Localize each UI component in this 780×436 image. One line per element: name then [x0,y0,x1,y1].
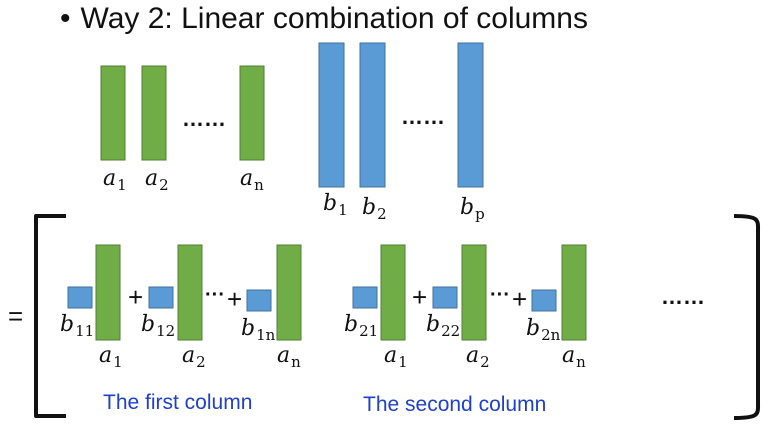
label-an: an [240,166,264,194]
term2-a2 [461,244,487,341]
second-column-caption: The second column [363,393,547,416]
plus-sign-2: + [227,284,243,314]
matrix-b-ellipsis: …… [401,104,445,129]
term2-an [561,244,587,341]
column-a2 [141,65,167,161]
column-b1 [318,42,345,188]
label-b22: b22 [426,312,461,340]
label-term-a2: a2 [182,343,206,371]
plus-sign-3: + [412,282,428,312]
label-b11: b11 [60,312,95,340]
label-a2: a2 [145,166,169,194]
equals-sign: = [8,301,24,331]
label-term-a1: a1 [99,343,123,371]
coef-b12 [148,286,174,309]
label-a1: a1 [103,166,127,194]
label-term2-an: an [562,343,586,371]
right-bracket [733,214,761,420]
first-column-terms [67,244,302,341]
term-a1 [95,244,121,341]
slide-title: • Way 2: Linear combination of columns [60,2,588,36]
coef-b11 [67,286,93,309]
label-b21: b21 [344,312,379,340]
label-term2-a1: a1 [384,343,408,371]
coef-b22 [432,286,458,309]
plus-sign-1: + [128,282,144,312]
matrix-a-ellipsis: …… [182,106,226,131]
term-an [276,244,302,341]
term-a2 [177,244,203,341]
coef-b2n [531,289,557,312]
second-column-terms [352,244,587,341]
label-b1: b1 [323,191,348,219]
column-b2 [359,42,386,188]
label-b2: b2 [362,195,387,223]
mid-dots-2: ··· [490,284,510,306]
column-an [239,65,265,161]
first-column-caption: The first column [103,391,253,414]
bullet-icon: • [60,2,71,35]
mid-dots-1: ··· [205,284,225,306]
matrix-a-columns [100,65,265,161]
plus-sign-4: + [512,284,528,314]
label-b12: b12 [141,312,176,340]
column-bp [457,42,484,188]
label-term2-a2: a2 [466,343,490,371]
label-b1n: b1n [241,316,276,344]
column-a1 [100,65,126,161]
label-term-an: an [277,343,301,371]
result-ellipsis: …… [661,284,705,309]
matrix-b-columns [318,42,484,188]
title-text: Way 2: Linear combination of columns [80,2,588,35]
label-b2n: b2n [526,316,561,344]
left-bracket [34,214,66,418]
coef-b21 [352,286,378,309]
label-bp: bp [460,195,485,223]
coef-b1n [246,289,272,312]
term2-a1 [380,244,406,341]
